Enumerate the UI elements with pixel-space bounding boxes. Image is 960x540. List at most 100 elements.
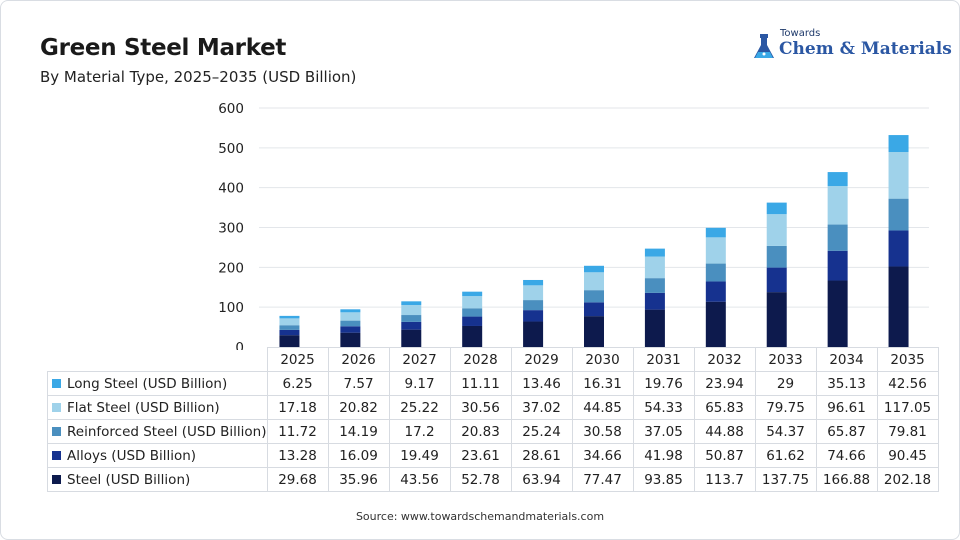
data-label: 93.85 — [632, 467, 695, 492]
y-tick-label: 200 — [218, 260, 244, 276]
x-tick-label: 2027 — [388, 347, 451, 372]
data-label: 113.7 — [693, 467, 756, 492]
data-table: 2025 2026 2027 2028 2029 2030 2031 2032 2033 2034… — [47, 347, 939, 492]
legend-label: Flat Steel (USD Billion) — [67, 399, 220, 416]
x-tick-label: 2029 — [510, 347, 573, 372]
bar-segment-2 — [644, 292, 665, 310]
data-label: 96.61 — [815, 395, 878, 420]
data-label: 28.61 — [510, 443, 573, 468]
data-label: 44.85 — [571, 395, 634, 420]
flask-icon — [754, 34, 774, 58]
data-label: 79.81 — [876, 419, 939, 444]
data-label: 61.62 — [754, 443, 817, 468]
data-label: 34.66 — [571, 443, 634, 468]
y-tick-label: 100 — [218, 300, 244, 316]
x-tick-label: 2034 — [815, 347, 878, 372]
data-label: 54.33 — [632, 395, 695, 420]
chart-title: Green Steel Market — [40, 35, 287, 61]
table-row: Alloys (USD Billion) 13.28 16.09 19.49 23.61… — [47, 443, 939, 468]
x-tick-label: 2026 — [327, 347, 390, 372]
legend-entry: Long Steel (USD Billion) — [47, 371, 268, 396]
bar-segment-3 — [523, 300, 544, 311]
data-label: 52.78 — [449, 467, 512, 492]
x-tick-label: 2032 — [693, 347, 756, 372]
bar-segment-2 — [888, 230, 909, 267]
bar-segment-1 — [340, 332, 361, 347]
y-tick-label: 600 — [218, 101, 244, 117]
legend-swatch — [52, 402, 61, 412]
legend-entry: Flat Steel (USD Billion) — [47, 395, 268, 420]
bar-segment-3 — [644, 278, 665, 293]
bar-segment-4 — [584, 272, 604, 291]
data-label: 50.87 — [693, 443, 756, 468]
bar-segment-2 — [584, 302, 604, 317]
bar-segment-4 — [279, 318, 300, 326]
bar-segment-4 — [705, 237, 726, 264]
brand-logo: Towards Chem & Materials — [748, 28, 952, 62]
table-row: Steel (USD Billion) 29.68 35.96 43.56 52.78 6… — [47, 467, 939, 492]
data-label: 77.47 — [571, 467, 634, 492]
data-label: 29.68 — [266, 467, 329, 492]
source-note: Source: www.towardschemandmaterials.com — [355, 510, 605, 523]
data-label: 25.24 — [510, 419, 573, 444]
legend-swatch — [52, 474, 61, 484]
bar-segment-2 — [401, 321, 422, 330]
bar-segment-4 — [523, 285, 544, 301]
data-label: 30.56 — [449, 395, 512, 420]
bar-segment-4 — [827, 186, 848, 225]
bar-segment-5 — [401, 301, 422, 305]
bar-segment-1 — [523, 321, 544, 347]
bar-segment-1 — [888, 266, 909, 347]
bar-segment-2 — [340, 326, 361, 333]
x-tick-label: 2025 — [266, 347, 329, 372]
data-label: 19.49 — [388, 443, 451, 468]
data-label: 13.28 — [266, 443, 329, 468]
bar-segment-3 — [705, 263, 726, 282]
y-tick-label: 300 — [218, 221, 244, 237]
data-label: 41.98 — [632, 443, 695, 468]
data-label: 9.17 — [388, 371, 451, 396]
table-row: Long Steel (USD Billion) 6.25 7.57 9.17 11.1… — [47, 371, 939, 396]
bar-segment-3 — [279, 325, 300, 330]
bar-segment-2 — [705, 281, 726, 302]
bar-segment-5 — [827, 172, 848, 187]
bar-segment-4 — [766, 214, 787, 246]
legend-swatch — [52, 378, 61, 388]
bar-segment-5 — [523, 279, 544, 286]
data-label: 35.96 — [327, 467, 390, 492]
bar-segment-2 — [827, 250, 848, 281]
table-corner — [48, 348, 268, 372]
x-tick-label: 2033 — [754, 347, 817, 372]
data-label: 16.09 — [327, 443, 390, 468]
data-label: 42.56 — [876, 371, 939, 396]
data-label: 202.18 — [876, 467, 939, 492]
bar-segment-2 — [766, 267, 787, 293]
data-label: 23.61 — [449, 443, 512, 468]
data-label: 74.66 — [815, 443, 878, 468]
bar-segment-5 — [888, 135, 909, 153]
bar-segment-4 — [644, 256, 665, 279]
data-label: 54.37 — [754, 419, 817, 444]
data-label: 137.75 — [754, 467, 817, 492]
legend-label: Alloys (USD Billion) — [67, 447, 197, 464]
bar-segment-4 — [401, 304, 422, 316]
legend-swatch — [52, 426, 61, 436]
bar-segment-5 — [279, 315, 300, 319]
legend-label: Steel (USD Billion) — [67, 471, 191, 488]
x-tick-label: 2028 — [449, 347, 512, 372]
legend-swatch — [52, 450, 61, 460]
data-label: 20.82 — [327, 395, 390, 420]
bar-segment-3 — [462, 308, 483, 317]
y-tick-label: 400 — [218, 181, 244, 197]
data-label: 43.56 — [388, 467, 451, 492]
data-label: 30.58 — [571, 419, 634, 444]
data-label: 20.83 — [449, 419, 512, 444]
data-label: 25.22 — [388, 395, 451, 420]
data-label: 37.05 — [632, 419, 695, 444]
bar-segment-1 — [401, 329, 422, 347]
bar-segment-1 — [705, 301, 726, 347]
bar-segment-1 — [766, 292, 787, 347]
data-label: 63.94 — [510, 467, 573, 492]
legend-entry: Reinforced Steel (USD Billion) — [47, 419, 268, 444]
data-label: 11.11 — [449, 371, 512, 396]
